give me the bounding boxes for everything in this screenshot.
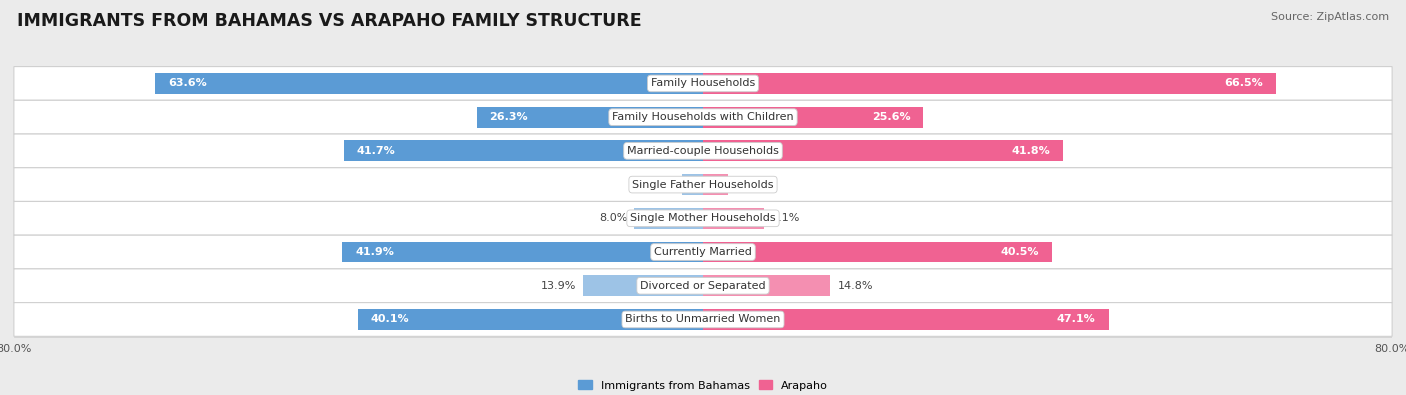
Bar [155, 73, 703, 94]
Text: 66.5%: 66.5% [1225, 79, 1263, 88]
Bar [682, 174, 703, 195]
FancyBboxPatch shape [14, 303, 1392, 336]
Text: Family Households with Children: Family Households with Children [612, 112, 794, 122]
Text: 26.3%: 26.3% [489, 112, 529, 122]
Bar [477, 107, 703, 128]
FancyBboxPatch shape [14, 168, 1392, 201]
Text: 7.1%: 7.1% [770, 213, 800, 223]
Text: Source: ZipAtlas.com: Source: ZipAtlas.com [1271, 12, 1389, 22]
Bar [703, 174, 728, 195]
Text: Divorced or Separated: Divorced or Separated [640, 281, 766, 291]
Text: 14.8%: 14.8% [838, 281, 873, 291]
Text: 2.4%: 2.4% [647, 180, 675, 190]
Text: Single Father Households: Single Father Households [633, 180, 773, 190]
Bar [342, 242, 703, 263]
Text: 13.9%: 13.9% [541, 281, 576, 291]
Text: Currently Married: Currently Married [654, 247, 752, 257]
Text: 63.6%: 63.6% [169, 79, 207, 88]
Bar [357, 309, 703, 330]
Text: Family Households: Family Households [651, 79, 755, 88]
Text: 40.5%: 40.5% [1000, 247, 1039, 257]
Bar [703, 309, 1108, 330]
FancyBboxPatch shape [14, 269, 1392, 303]
Bar [703, 73, 1275, 94]
FancyBboxPatch shape [14, 134, 1392, 168]
Text: 47.1%: 47.1% [1057, 314, 1095, 324]
Legend: Immigrants from Bahamas, Arapaho: Immigrants from Bahamas, Arapaho [574, 376, 832, 395]
FancyBboxPatch shape [14, 235, 1392, 269]
Bar [703, 107, 924, 128]
Text: 41.9%: 41.9% [356, 247, 394, 257]
Bar [703, 208, 763, 229]
Bar [634, 208, 703, 229]
FancyBboxPatch shape [14, 100, 1392, 134]
Text: Single Mother Households: Single Mother Households [630, 213, 776, 223]
Text: IMMIGRANTS FROM BAHAMAS VS ARAPAHO FAMILY STRUCTURE: IMMIGRANTS FROM BAHAMAS VS ARAPAHO FAMIL… [17, 12, 641, 30]
FancyBboxPatch shape [14, 67, 1392, 100]
Text: 8.0%: 8.0% [599, 213, 627, 223]
Text: 25.6%: 25.6% [872, 112, 911, 122]
Text: 41.7%: 41.7% [357, 146, 395, 156]
Bar [344, 140, 703, 161]
Text: 41.8%: 41.8% [1011, 146, 1050, 156]
FancyBboxPatch shape [14, 201, 1392, 235]
Bar [703, 140, 1063, 161]
Text: Married-couple Households: Married-couple Households [627, 146, 779, 156]
Bar [703, 242, 1052, 263]
Text: 2.9%: 2.9% [735, 180, 763, 190]
Bar [703, 275, 831, 296]
Text: Births to Unmarried Women: Births to Unmarried Women [626, 314, 780, 324]
Text: 40.1%: 40.1% [371, 314, 409, 324]
Bar [583, 275, 703, 296]
